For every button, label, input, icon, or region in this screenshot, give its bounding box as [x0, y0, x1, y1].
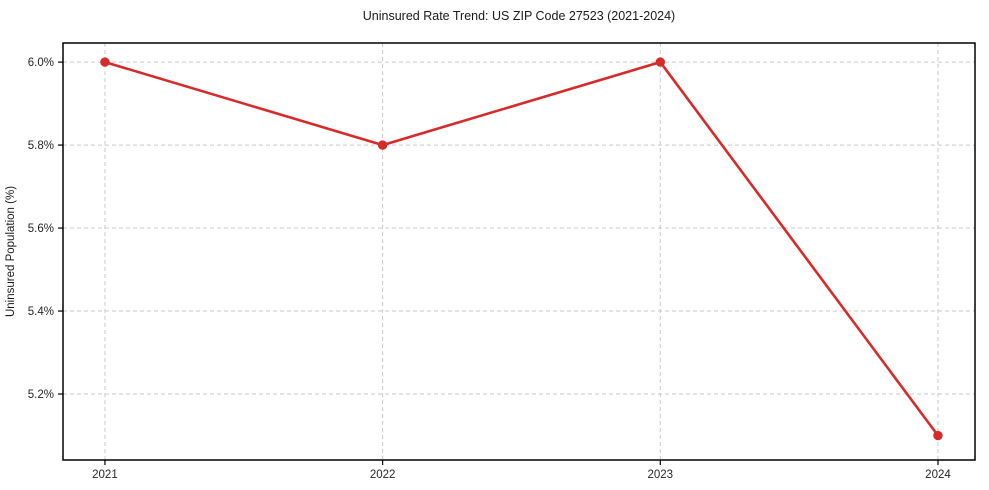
data-point: [100, 57, 110, 67]
gridlines-layer: [63, 43, 975, 460]
data-point: [933, 430, 943, 441]
y-tick-label: 5.2%: [28, 389, 54, 401]
x-tick-label: 2021: [92, 469, 118, 481]
data-series-layer: [100, 57, 943, 441]
y-tick-label: 5.6%: [28, 223, 54, 235]
x-tick-label: 2024: [925, 469, 951, 481]
plot-border: [62, 42, 976, 461]
data-point: [655, 57, 665, 67]
x-tick-label: 2023: [648, 469, 674, 481]
y-tick-label: 5.8%: [28, 140, 54, 152]
x-tick-label: 2022: [370, 469, 396, 481]
y-tick-label: 5.4%: [28, 306, 54, 318]
axis-ticks-layer: 2021 2022 2023 2024 6.0% 5.8% 5.6% 5.4% 5.2%: [28, 57, 952, 481]
data-point: [377, 140, 388, 150]
y-axis-label: Uninsured Population (%): [5, 186, 17, 317]
y-tick-label: 6.0%: [28, 57, 54, 69]
trend-line: [103, 60, 940, 437]
chart-title: Uninsured Rate Trend: US ZIP Code 27523 …: [363, 9, 675, 23]
